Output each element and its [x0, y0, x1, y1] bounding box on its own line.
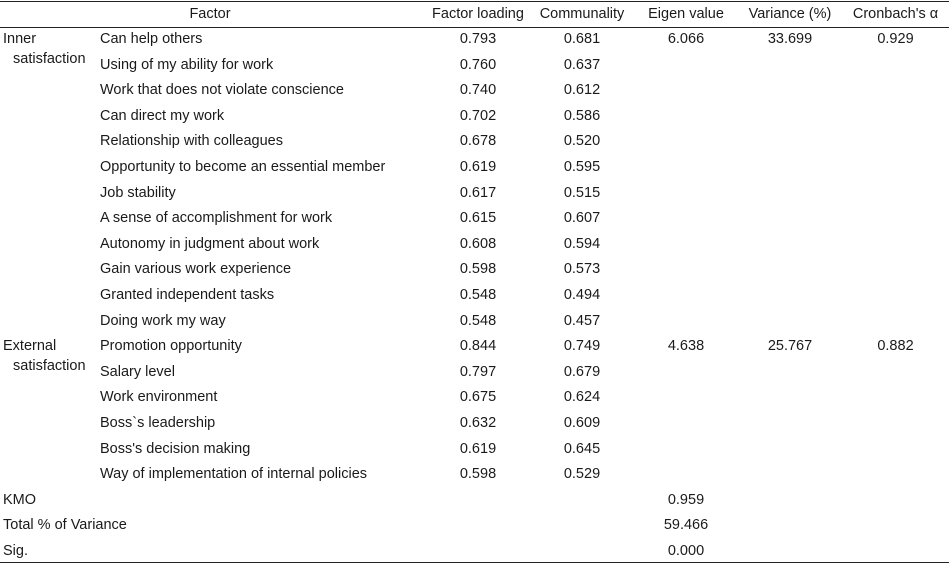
item-factor-loading: 0.617	[459, 184, 497, 201]
item-communality: 0.612	[563, 82, 601, 99]
item-communality: 0.749	[563, 338, 601, 355]
summary-value: 0.000	[667, 543, 705, 559]
item-name: Gain various work experience	[100, 261, 292, 278]
group-cronbach-alpha: 0.929	[877, 31, 914, 47]
item-name: Autonomy in judgment about work	[100, 235, 320, 252]
item-factor-loading: 0.619	[459, 440, 497, 457]
item-communality: 0.494	[563, 287, 601, 303]
item-communality: 0.515	[563, 184, 601, 201]
item-factor-loading: 0.632	[459, 415, 497, 431]
group-label-line2: satisfaction	[13, 358, 86, 375]
item-name: Job stability	[100, 184, 176, 201]
item-name: Relationship with colleagues	[100, 133, 283, 150]
item-name: Granted independent tasks	[100, 287, 275, 303]
header-cronbach-alpha: Cronbach's α	[852, 6, 939, 22]
header-communality: Communality	[539, 6, 625, 22]
header-factor: Factor	[189, 6, 231, 22]
item-factor-loading: 0.760	[459, 56, 497, 73]
item-factor-loading: 0.675	[459, 389, 497, 406]
summary-label: Sig.	[3, 543, 28, 559]
item-name: Doing work my way	[100, 312, 226, 329]
item-communality: 0.645	[563, 440, 601, 457]
item-communality: 0.624	[563, 389, 601, 406]
item-communality: 0.573	[563, 261, 601, 278]
item-factor-loading: 0.619	[459, 159, 497, 175]
summary-label: KMO	[3, 491, 37, 508]
group-label-line1: External	[3, 338, 57, 355]
item-factor-loading: 0.615	[459, 210, 497, 227]
header-factor-loading: Factor loading	[432, 6, 524, 22]
item-factor-loading: 0.702	[459, 107, 497, 124]
item-name: Work that does not violate conscience	[100, 82, 344, 99]
header-eigen-value: Eigen value	[648, 6, 724, 22]
item-name: Boss's decision making	[100, 440, 251, 457]
group-variance: 33.699	[767, 31, 813, 47]
item-communality: 0.529	[563, 466, 601, 483]
item-factor-loading: 0.797	[459, 363, 497, 380]
item-name: Promotion opportunity	[100, 338, 242, 355]
summary-label: Total % of Variance	[3, 517, 127, 534]
group-eigen-value: 4.638	[667, 338, 705, 355]
item-name: Opportunity to become an essential membe…	[100, 159, 386, 175]
item-factor-loading: 0.598	[459, 261, 497, 278]
header-rule	[0, 27, 949, 28]
item-communality: 0.586	[563, 107, 601, 124]
item-communality: 0.637	[563, 56, 601, 73]
item-name: Boss`s leadership	[100, 415, 216, 431]
item-name: Salary level	[100, 363, 175, 380]
item-name: Can direct my work	[100, 107, 225, 124]
bottom-rule	[0, 562, 949, 563]
group-label-line1: Inner	[3, 31, 37, 47]
item-name: A sense of accomplishment for work	[100, 210, 333, 227]
item-communality: 0.679	[563, 363, 601, 380]
item-factor-loading: 0.793	[459, 31, 497, 47]
item-factor-loading: 0.548	[459, 287, 497, 303]
item-factor-loading: 0.608	[459, 235, 497, 252]
item-communality: 0.457	[563, 312, 601, 329]
item-factor-loading: 0.844	[459, 338, 497, 355]
item-factor-loading: 0.598	[459, 466, 497, 483]
summary-value: 59.466	[663, 517, 709, 534]
item-name: Using of my ability for work	[100, 56, 274, 73]
summary-value: 0.959	[667, 491, 705, 508]
item-name: Can help others	[100, 31, 203, 47]
item-communality: 0.681	[563, 31, 601, 47]
header-variance: Variance (%)	[748, 6, 832, 22]
top-rule	[0, 1, 949, 2]
group-label-line2: satisfaction	[13, 51, 86, 67]
item-name: Way of implementation of internal polici…	[100, 466, 368, 483]
group-eigen-value: 6.066	[667, 31, 705, 47]
group-variance: 25.767	[767, 338, 813, 355]
item-communality: 0.520	[563, 133, 601, 150]
item-communality: 0.595	[563, 159, 601, 175]
item-communality: 0.609	[563, 415, 601, 431]
item-communality: 0.607	[563, 210, 601, 227]
item-factor-loading: 0.678	[459, 133, 497, 150]
item-factor-loading: 0.548	[459, 312, 497, 329]
item-communality: 0.594	[563, 235, 601, 252]
item-factor-loading: 0.740	[459, 82, 497, 99]
item-name: Work environment	[100, 389, 218, 406]
group-cronbach-alpha: 0.882	[877, 338, 914, 355]
